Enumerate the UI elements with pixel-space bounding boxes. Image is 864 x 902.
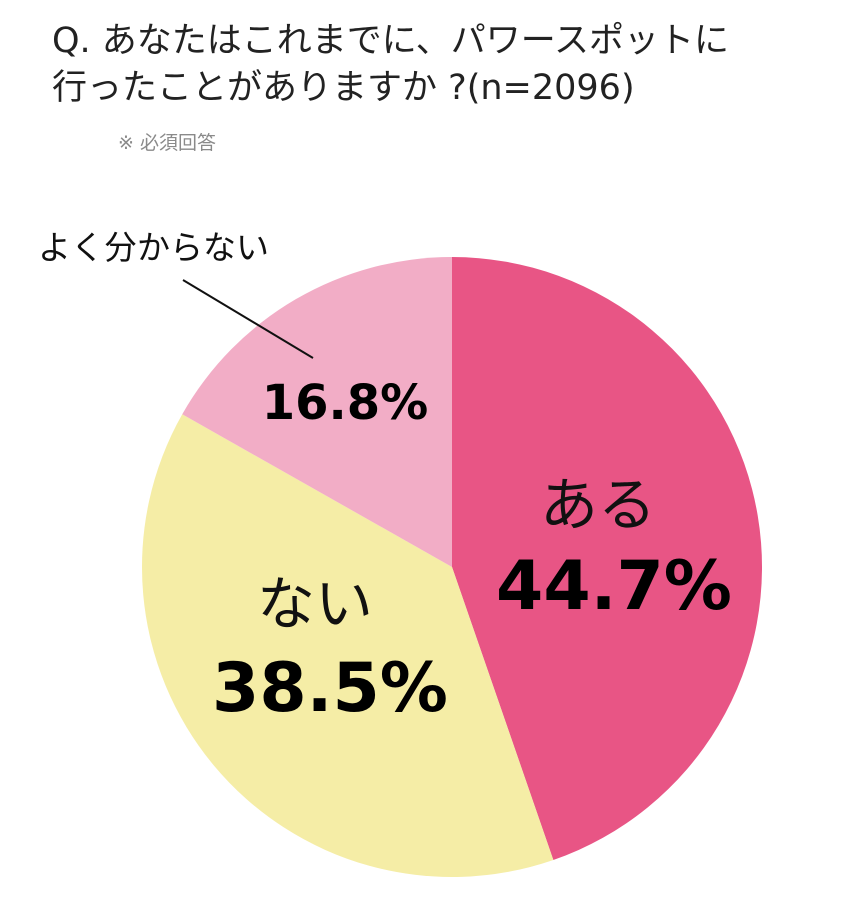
question-title-line2: 行ったことがありますか ?(n=2096) (52, 68, 635, 108)
slice-wakaranai (182, 257, 453, 567)
slice-nai (141, 414, 554, 878)
slice-label-wakaranai: よく分からない (38, 228, 269, 267)
required-answer-note: ※ 必須回答 (118, 132, 216, 154)
question-title-line1: Q. あなたはこれまでに、パワースポットに (52, 21, 730, 61)
slice-aru (452, 257, 763, 860)
question-title: Q. あなたはこれまでに、パワースポットに 行ったことがありますか ?(n=20… (52, 18, 852, 112)
slice-pct-nai: 38.5% (212, 649, 448, 728)
slice-label-nai: ない (257, 570, 373, 638)
slice-pct-wakaranai: 16.8% (262, 375, 429, 431)
slice-label-aru: ある (540, 471, 656, 539)
leader-line (182, 279, 314, 359)
slice-pct-aru: 44.7% (496, 547, 732, 626)
